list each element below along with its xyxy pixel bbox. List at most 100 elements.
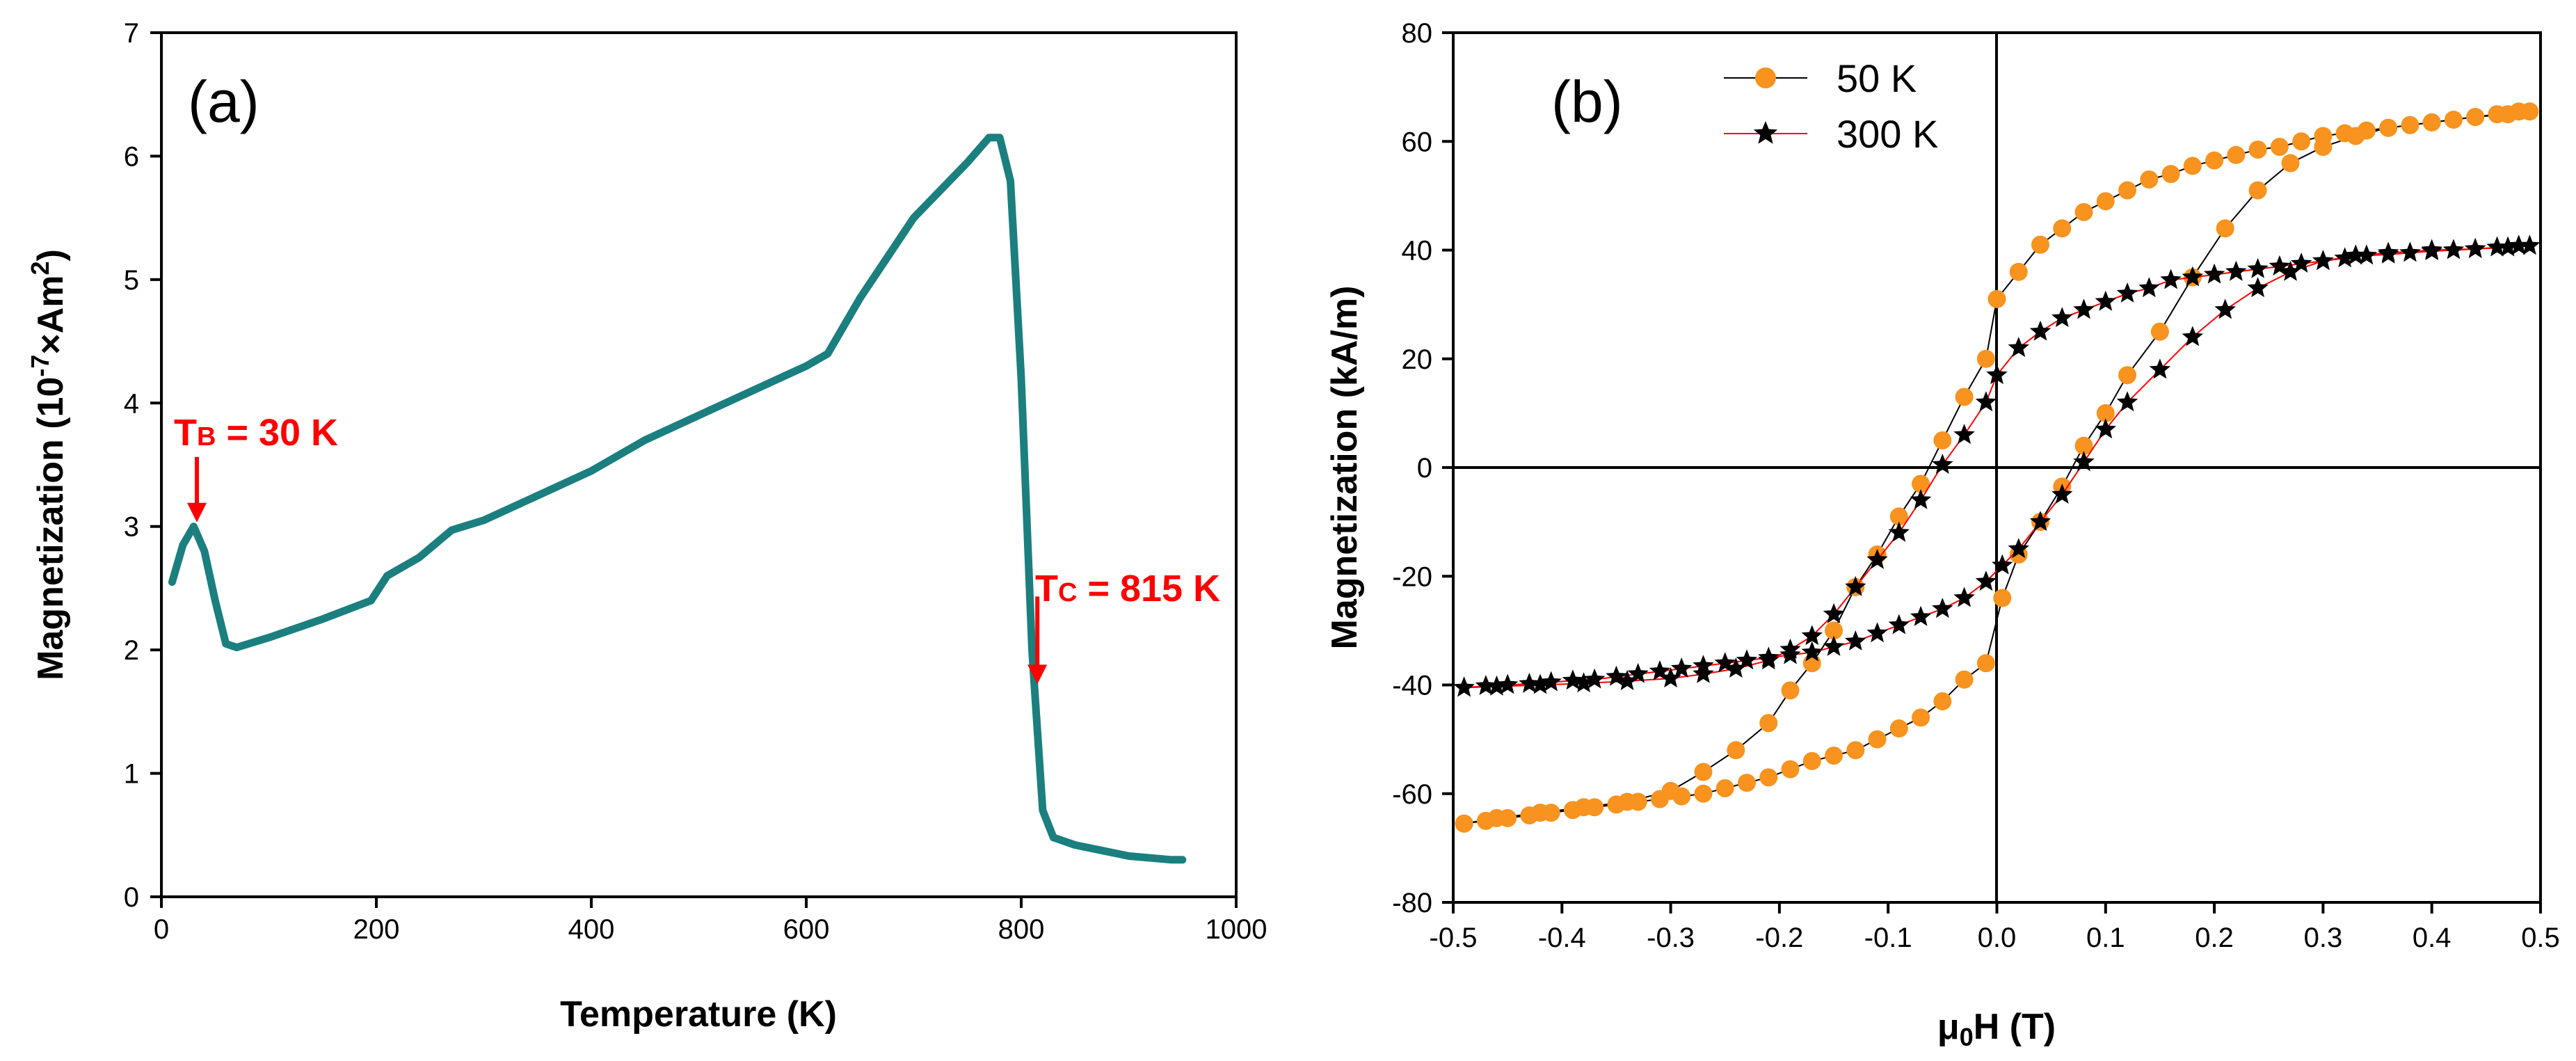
series-group-b xyxy=(1453,102,2541,833)
data-point-300k xyxy=(2312,250,2334,271)
data-point-300k xyxy=(1801,625,1823,646)
data-point-50k xyxy=(2292,132,2311,151)
x-tick-label-a: 200 xyxy=(353,914,400,945)
data-point-300k xyxy=(2008,337,2029,358)
data-point-300k xyxy=(1845,630,1866,651)
data-point-50k xyxy=(1727,741,1745,760)
data-point-50k xyxy=(2248,140,2267,159)
data-point-300k xyxy=(2399,241,2421,262)
data-point-50k xyxy=(2096,192,2115,211)
data-point-300k xyxy=(1953,587,1975,607)
data-point-50k xyxy=(1802,751,1821,770)
data-point-50k xyxy=(2216,219,2234,238)
data-point-50k xyxy=(1781,681,1800,700)
data-point-300k xyxy=(1671,657,1693,678)
x-tick-label-b: 0.5 xyxy=(2521,923,2560,953)
data-point-300k xyxy=(2051,307,2073,328)
data-point-300k xyxy=(2508,234,2529,255)
data-point-50k xyxy=(2488,105,2506,124)
x-axis-label-b: μ0H (T) xyxy=(1937,1007,2056,1051)
x-tick-label-b: 0.4 xyxy=(2413,923,2451,953)
data-point-300k xyxy=(1932,454,1953,474)
data-point-50k xyxy=(2074,202,2093,221)
data-point-50k xyxy=(1661,781,1680,800)
data-point-300k xyxy=(1714,652,1736,673)
data-point-300k xyxy=(1992,554,2013,575)
x-tick-label-b: -0.2 xyxy=(1755,923,1803,953)
data-point-50k xyxy=(2031,235,2050,254)
data-point-50k xyxy=(2150,322,2169,341)
x-axis-label-a: Temperature (K) xyxy=(560,994,837,1035)
data-point-300k xyxy=(1779,638,1801,659)
data-point-300k xyxy=(1606,665,1627,686)
data-point-300k xyxy=(2116,391,2138,412)
axis-ticks-a: 0 200 400 600 800 1000 0 1 2 3 4 5 6 7 xyxy=(124,18,1267,945)
x-axis-label-b-rest: H (T) xyxy=(1974,1007,2056,1047)
legend-label-300k: 300 K xyxy=(1837,112,1938,156)
data-point-300k xyxy=(1519,672,1540,693)
data-point-300k xyxy=(1529,673,1551,694)
y-tick-label-a: 0 xyxy=(124,882,139,913)
data-point-50k xyxy=(2140,170,2159,189)
y-axis-label-a-main: Magnetization (10 xyxy=(31,377,71,680)
data-point-300k xyxy=(1496,673,1519,694)
x-tick-label-a: 600 xyxy=(783,914,830,945)
y-tick-label-b: 40 xyxy=(1402,236,1433,266)
data-point-300k xyxy=(1584,668,1606,689)
data-point-300k xyxy=(2280,260,2301,281)
data-point-300k xyxy=(2138,277,2160,298)
data-point-50k xyxy=(1487,808,1506,827)
annotation-tb-rest: = 30 K xyxy=(216,412,338,454)
x-tick-label-b: -0.3 xyxy=(1647,923,1695,953)
data-point-300k xyxy=(2247,257,2269,278)
y-tick-label-a: 7 xyxy=(124,18,139,49)
data-point-300k xyxy=(1616,670,1638,690)
data-point-300k xyxy=(2519,234,2541,255)
data-point-50k xyxy=(1455,814,1473,833)
data-point-300k xyxy=(1845,575,1866,596)
y-axis-label-a-end: ) xyxy=(31,249,71,261)
y-axis-label-a-mid: ×Am xyxy=(31,275,71,354)
data-point-50k xyxy=(1933,431,1952,449)
data-point-300k xyxy=(1932,598,1953,619)
data-point-50k xyxy=(2118,181,2137,200)
x-tick-label-b: 0.0 xyxy=(1978,923,2017,953)
data-point-300k xyxy=(1866,548,1888,569)
data-point-300k xyxy=(2497,236,2519,257)
data-point-300k xyxy=(2029,320,2051,341)
y-tick-label-a: 6 xyxy=(124,141,139,172)
data-point-50k xyxy=(1531,804,1550,822)
y-tick-label-a: 5 xyxy=(124,265,139,296)
data-point-300k xyxy=(2160,269,2182,289)
y-tick-label-a: 3 xyxy=(124,512,139,543)
legend-label-50k: 50 K xyxy=(1837,56,1917,100)
data-point-300k xyxy=(1736,649,1758,670)
data-point-50k xyxy=(2466,108,2485,127)
data-point-50k xyxy=(1694,763,1713,781)
data-point-300k xyxy=(2029,511,2051,532)
legend-marker-50k xyxy=(1755,67,1776,88)
data-point-50k xyxy=(1889,719,1908,737)
data-point-300k xyxy=(1660,667,1681,688)
data-point-300k xyxy=(1866,622,1888,643)
data-point-300k xyxy=(2203,263,2225,284)
y-tick-label-b: -80 xyxy=(1392,888,1432,918)
data-point-50k xyxy=(1825,747,1843,765)
data-point-50k xyxy=(1825,621,1843,640)
x-tick-label-b: 0.2 xyxy=(2195,923,2234,953)
data-point-50k xyxy=(1715,779,1734,797)
y-axis-label-b: Magnetization (kA/m) xyxy=(1325,286,1365,650)
data-point-300k xyxy=(2095,290,2116,311)
data-point-50k xyxy=(2314,127,2333,145)
data-point-50k xyxy=(1694,784,1713,803)
annotation-arrowhead-tb xyxy=(186,502,207,522)
data-point-300k xyxy=(2269,255,2291,276)
data-point-50k xyxy=(1759,714,1778,733)
annotation-tb-main: T xyxy=(174,412,197,454)
data-point-50k xyxy=(2444,111,2463,129)
data-point-50k xyxy=(2379,118,2398,137)
data-point-300k xyxy=(2095,418,2116,439)
data-point-50k xyxy=(2357,121,2376,140)
panel-label-a: (a) xyxy=(188,69,259,134)
